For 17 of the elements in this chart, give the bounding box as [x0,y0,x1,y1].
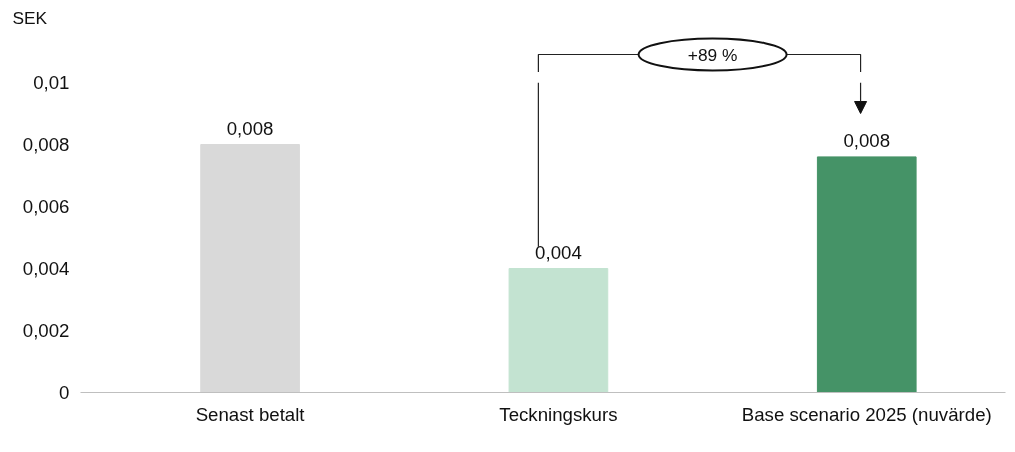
data-label: 0,008 [843,129,891,151]
text: +89 % [687,44,738,65]
y-tick-label: 0,002 [22,320,70,341]
bar [508,268,609,393]
y-tick-label: 0 [59,382,70,403]
y-tick-label: 0,008 [22,134,70,155]
bar [200,144,300,393]
y-tick-label: 0,01 [33,72,70,93]
y-tick-label: 0,006 [22,196,70,217]
data-label: 0,008 [226,117,274,139]
x-tick-label: Base scenario 2025 (nuvärde) [741,403,992,425]
y-axis-title: SEK [12,7,48,28]
x-tick-label: Senast betalt [195,403,306,425]
y-tick-label: 0,004 [22,258,70,279]
x-tick-label: Teckningskurs [499,403,618,425]
data-label: 0,004 [535,241,582,263]
bar [816,156,917,393]
